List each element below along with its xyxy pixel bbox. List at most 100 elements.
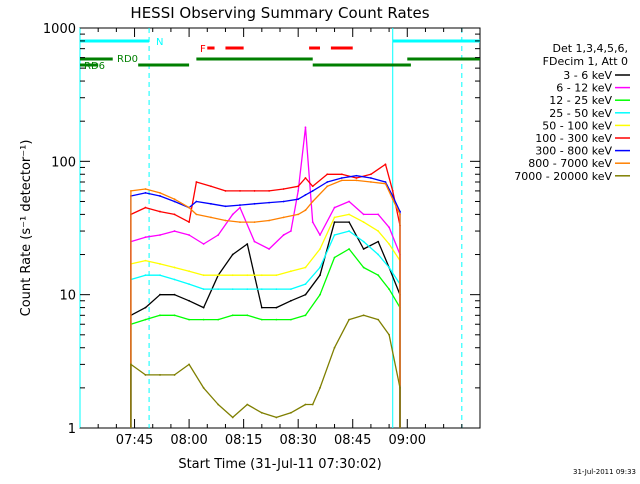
chart-title: HESSI Observing Summary Count Rates (130, 4, 429, 22)
series-point (319, 248, 321, 250)
series-point (246, 274, 249, 277)
series-point (275, 416, 278, 419)
series-point (311, 185, 314, 188)
series-point (130, 190, 132, 192)
series-point (377, 274, 380, 277)
legend-entry-label: 50 - 100 keV (542, 119, 612, 132)
series-point (377, 318, 380, 321)
series-point (340, 179, 343, 182)
series-point (195, 213, 198, 216)
series-point (348, 248, 350, 250)
series-point (391, 195, 394, 197)
series-line (130, 221, 401, 428)
legend-entry-label: 6 - 12 keV (556, 82, 612, 95)
series-point (362, 213, 365, 216)
x-tick-label: 08:00 (170, 433, 207, 448)
series-line (130, 213, 401, 428)
series-point (304, 283, 307, 286)
series-point (246, 243, 249, 245)
series-point (159, 191, 161, 194)
series-point (231, 253, 234, 256)
series-point (388, 243, 390, 245)
series-point (173, 374, 176, 376)
series-point (399, 213, 401, 216)
series-point (231, 288, 234, 291)
series-point (319, 293, 321, 296)
legend-header-line: FDecim 1, Att 0 (543, 55, 628, 68)
series-point (304, 126, 307, 129)
series-point (195, 200, 198, 203)
series-point (377, 253, 380, 256)
series-point (210, 185, 212, 188)
series-point (188, 234, 190, 236)
series-point (290, 230, 292, 232)
series-point (231, 213, 234, 216)
series-line (130, 179, 401, 428)
series-point (268, 248, 270, 250)
series-point (319, 266, 321, 269)
series-point (260, 411, 263, 414)
series-point (239, 190, 241, 192)
legend-entry-label: 3 - 6 keV (563, 69, 612, 82)
series-point (399, 386, 401, 389)
series-point (130, 363, 132, 366)
series-point (297, 190, 300, 192)
series-point (188, 270, 190, 273)
series-point (348, 213, 350, 216)
series-point (304, 266, 307, 269)
series-point (275, 318, 278, 321)
series-point (391, 198, 394, 201)
series-point (173, 266, 176, 269)
series-point (311, 403, 314, 406)
series-point (159, 374, 161, 376)
series-point (304, 194, 307, 196)
plot-frame (79, 27, 481, 429)
series-point (282, 234, 285, 236)
series-point (224, 205, 227, 208)
series-point (282, 216, 285, 219)
series-point (144, 206, 147, 209)
series-point (333, 256, 336, 259)
series-point (304, 314, 307, 317)
x-tick-label: 08:30 (279, 433, 316, 448)
series-point (195, 181, 198, 183)
series-point (188, 206, 190, 209)
series-point (388, 288, 390, 291)
x-axis-label: Start Time (31-Jul-11 07:30:02) (178, 457, 381, 472)
series-point (202, 386, 205, 389)
series-point (388, 226, 390, 229)
series-point (384, 182, 387, 185)
flag-label-rd0: RD0 (117, 54, 138, 65)
series-point (159, 274, 161, 277)
series-point (333, 221, 336, 224)
series-point (144, 274, 147, 277)
series-point (275, 306, 278, 309)
series-point (239, 206, 241, 209)
series-point (188, 363, 190, 366)
series-point (304, 403, 307, 406)
series-point (370, 181, 372, 183)
series-point (290, 411, 292, 414)
series-point (202, 318, 205, 321)
series-point (377, 230, 380, 232)
series-point (282, 188, 285, 190)
series-point (348, 230, 350, 232)
series-point (159, 293, 161, 296)
series-point (348, 221, 350, 224)
y-tick-label: 10 (59, 289, 76, 304)
series-point (144, 188, 147, 190)
series-point (348, 318, 350, 321)
series-point (202, 274, 205, 277)
series-point (159, 263, 161, 265)
series-point (246, 314, 249, 317)
flag-label-rd6: RD6 (84, 61, 105, 72)
series-point (388, 266, 390, 269)
series-point (231, 274, 234, 277)
series-point (260, 274, 263, 277)
series-point (297, 213, 300, 216)
y-tick-label: 1 (68, 422, 76, 437)
x-tick-label: 08:15 (225, 433, 262, 448)
legend-entry-label: 7000 - 20000 keV (514, 170, 612, 183)
series-line (130, 314, 401, 428)
series-point (319, 274, 321, 277)
